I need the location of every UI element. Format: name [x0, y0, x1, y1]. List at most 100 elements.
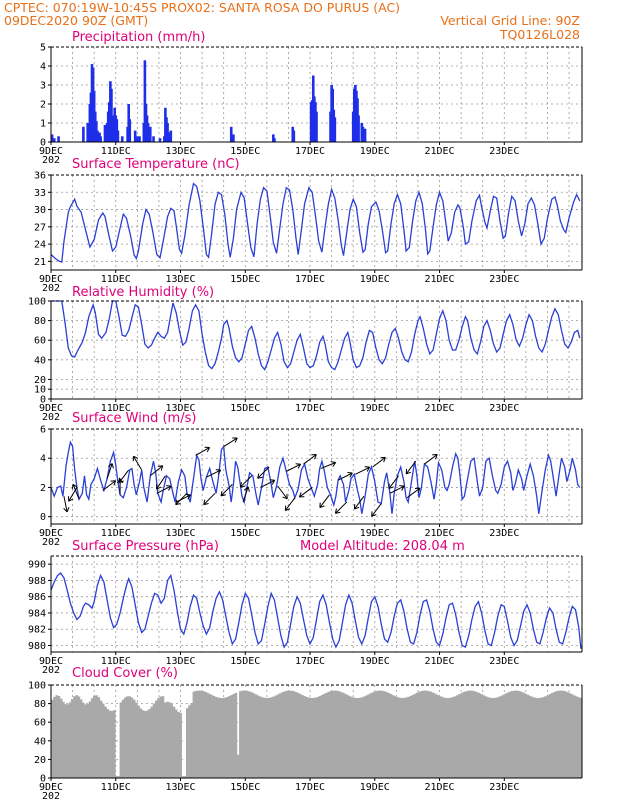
wind-vector — [355, 466, 370, 475]
wind-vector-head — [132, 455, 139, 462]
rh-ytick-label: 0 — [40, 395, 46, 406]
precip-bar — [357, 115, 360, 142]
header-station: CPTEC: 070:19W-10:45S PROX02: SANTA ROSA… — [4, 0, 400, 15]
wind-xtick-label: 15DEC — [230, 528, 260, 539]
cloud-bar — [555, 691, 559, 778]
wind-vector-head — [243, 486, 250, 492]
cloud-bar — [433, 693, 437, 778]
cloud-bar — [130, 697, 134, 778]
cloud-bar — [562, 690, 565, 778]
precip-xtick-label: 15DEC — [230, 146, 260, 157]
cloud-xtick-label: 19DEC — [360, 782, 390, 793]
wind-vector-head — [334, 508, 341, 514]
cloud-xtick-year: 202 — [42, 791, 60, 800]
precip-bar — [167, 132, 170, 142]
wind-vector — [405, 460, 417, 475]
wind-vector-head — [311, 453, 317, 460]
pres-xtick-label: 13DEC — [165, 656, 195, 667]
precip-bar — [138, 136, 141, 142]
cloud-bar — [119, 702, 123, 778]
precip-bar — [333, 117, 337, 142]
cloud-bar — [568, 693, 572, 778]
wind-vector-head — [319, 502, 325, 509]
cloud-bar — [289, 690, 293, 778]
wind-vector — [335, 501, 348, 514]
wind-vector — [118, 469, 130, 484]
cloud-bar — [316, 696, 320, 778]
cloud-bar — [166, 701, 169, 778]
wind-vector-head — [371, 511, 377, 517]
cloud-bar — [205, 692, 209, 778]
cloud-bar — [314, 697, 317, 778]
cloud-bar — [99, 700, 103, 778]
wind-vector-head — [220, 490, 226, 497]
cloud-bar — [553, 691, 556, 778]
rh-xtick-label: 21DEC — [424, 403, 454, 414]
wind-vector-head — [298, 492, 305, 498]
cloud-bar — [482, 695, 486, 778]
cloud-bar — [323, 693, 326, 778]
cloud-bar — [398, 697, 401, 778]
precip-xtick-label: 21DEC — [424, 146, 454, 157]
wind-vector-head — [232, 437, 238, 443]
wind-vector — [240, 475, 253, 488]
cloud-bar — [522, 692, 525, 778]
cloud-bar — [427, 690, 430, 778]
cloud-bar — [236, 754, 240, 778]
cloud-bar — [81, 702, 85, 778]
cloud-bar — [331, 690, 335, 778]
cloud-bar — [243, 690, 247, 778]
temp-xtick-year: 202 — [42, 283, 60, 294]
cloud-bar — [62, 701, 65, 778]
precip-bar — [315, 111, 318, 142]
cloud-bar — [239, 691, 242, 778]
wind-vector — [102, 480, 116, 491]
cloud-bar — [148, 708, 151, 778]
rh-xtick-label: 23DEC — [489, 403, 519, 414]
cloud-bar — [104, 706, 107, 778]
model-altitude: Model Altitude: 208.04 m — [300, 539, 465, 554]
cloud-xtick-label: 9DEC — [39, 782, 63, 793]
cloud-bar — [535, 697, 539, 778]
rh-ytick-label: 80 — [34, 316, 46, 327]
cloud-bar — [420, 691, 424, 778]
cloud-bar — [491, 698, 494, 778]
cloud-bar — [349, 696, 353, 778]
wind-vector-head — [414, 487, 421, 493]
cloud-bar — [126, 696, 129, 778]
precip-xtick-label: 11DEC — [101, 146, 131, 157]
wind-vector — [284, 497, 296, 511]
cloud-bar — [502, 694, 505, 778]
cloud-bar — [400, 697, 404, 778]
cloud-xtick-label: 13DEC — [165, 782, 195, 793]
cloud-bar — [225, 697, 229, 778]
wind-vector-head — [166, 485, 172, 491]
cloud-bar — [152, 703, 156, 778]
cloud-bar — [557, 690, 561, 778]
rh-xtick-year: 202 — [42, 412, 60, 423]
cloud-bar — [444, 697, 448, 778]
cloud-bar — [411, 694, 415, 778]
wind-vector-head — [353, 504, 360, 510]
temp-ytick-label: 36 — [34, 171, 46, 182]
cloud-bar — [473, 691, 477, 778]
pres-ytick-label: 986 — [28, 592, 46, 603]
cloud-title: Cloud Cover (%) — [72, 666, 178, 681]
cloud-bar — [97, 697, 101, 778]
wind-vector-head — [175, 499, 181, 506]
wind-vector-head — [269, 479, 276, 485]
wind-vector — [175, 494, 191, 503]
precip-xtick-label: 9DEC — [39, 146, 63, 157]
wind-vector — [223, 437, 238, 447]
cloud-bar — [413, 693, 417, 778]
cloud-bar — [137, 705, 140, 778]
cloud-bar — [172, 706, 176, 778]
cloud-bar — [159, 696, 163, 778]
cloud-bar — [73, 696, 76, 778]
cloud-bar — [320, 694, 324, 778]
cloud-ytick-label: 0 — [40, 774, 46, 785]
cloud-bar — [161, 696, 165, 778]
precip-bar — [152, 136, 155, 142]
